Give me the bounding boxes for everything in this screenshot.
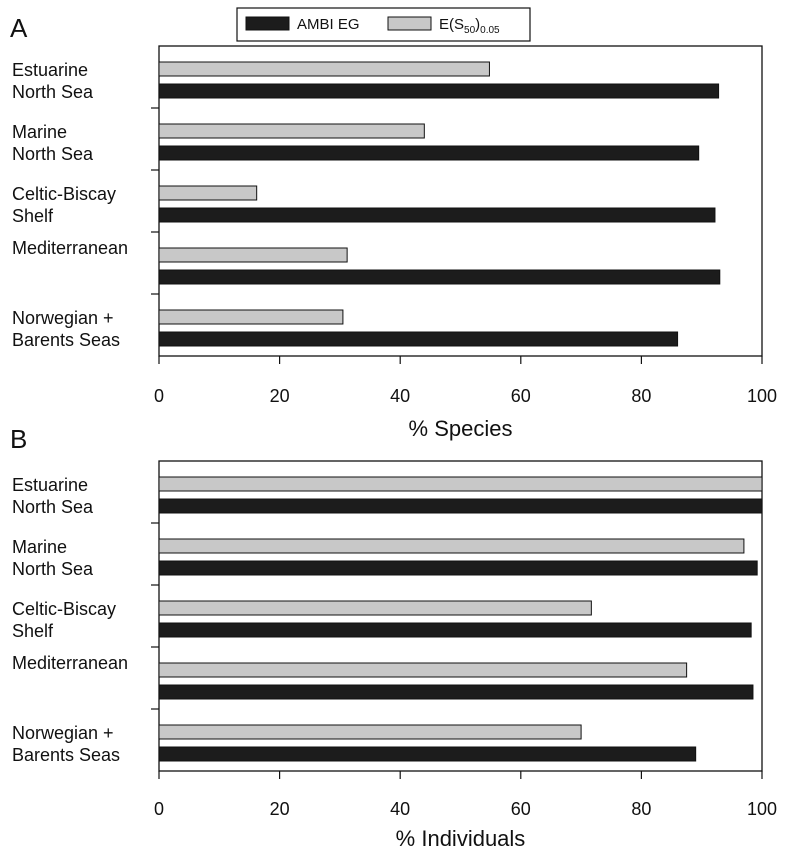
x-tick-label: 100	[747, 386, 777, 406]
category-label: Celtic-Biscay Shelf	[12, 184, 116, 226]
bar-ambi-eg	[158, 207, 716, 223]
x-tick-label: 60	[511, 386, 531, 406]
panel-b: B Estuarine North Sea Marine North Sea Celtic…	[10, 424, 777, 850]
x-tick-label: 40	[390, 386, 410, 406]
x-tick-label: 60	[511, 799, 531, 819]
bar-ambi-eg	[158, 145, 700, 161]
x-tick-label: 20	[270, 799, 290, 819]
bar-es50	[158, 600, 592, 616]
legend: AMBI EG E(S50)0.05	[236, 7, 531, 42]
bar-es50	[158, 538, 745, 554]
x-tick-label: 0	[154, 386, 164, 406]
bar-ambi-eg	[158, 498, 763, 514]
x-tick-label: 40	[390, 799, 410, 819]
bar-ambi-eg	[158, 83, 720, 99]
category-label: Estuarine North Sea	[12, 475, 94, 517]
bar-ambi-eg	[158, 269, 721, 285]
category-label: Estuarine North Sea	[12, 60, 94, 102]
bar-ambi-eg	[158, 622, 752, 638]
bar-es50	[158, 476, 763, 492]
chart-panels: A Estuarine North Sea Marine North Sea Celtic…	[10, 13, 777, 850]
bar-es50	[158, 662, 688, 678]
bar-ambi-eg	[158, 560, 758, 576]
category-label: Marine North Sea	[12, 122, 94, 164]
legend-swatch-es50	[387, 16, 432, 31]
bar-ambi-eg	[158, 331, 679, 347]
category-label: Celtic-Biscay Shelf	[12, 599, 116, 641]
plot-frame	[158, 460, 763, 772]
legend-label-es50: E(S50)0.05	[439, 16, 500, 36]
category-label: Marine North Sea	[12, 537, 94, 579]
bar-ambi-eg	[158, 684, 754, 700]
bar-es50	[158, 247, 348, 263]
bar-ambi-eg	[158, 746, 697, 762]
category-label: Mediterranean	[12, 238, 128, 258]
x-tick-label: 20	[270, 386, 290, 406]
category-label: Norwegian + Barents Seas	[12, 723, 120, 765]
legend-label-ambi-eg: AMBI EG	[297, 16, 360, 33]
category-label: Mediterranean	[12, 653, 128, 673]
x-axis-label: % Individuals	[396, 826, 526, 850]
bar-es50	[158, 61, 490, 77]
bar-es50	[158, 123, 425, 139]
x-tick-label: 100	[747, 799, 777, 819]
x-tick-label: 0	[154, 799, 164, 819]
legend-swatch-ambi-eg	[245, 16, 290, 31]
x-tick-label: 80	[631, 799, 651, 819]
bar-es50	[158, 185, 258, 201]
panel-a: A Estuarine North Sea Marine North Sea Celtic…	[10, 13, 777, 441]
x-axis-label: % Species	[409, 416, 513, 441]
plot-frame	[158, 45, 763, 357]
category-label: Norwegian + Barents Seas	[12, 308, 120, 350]
x-tick-label: 80	[631, 386, 651, 406]
panel-letter: B	[10, 424, 27, 454]
bar-es50	[158, 724, 582, 740]
panel-letter: A	[10, 13, 28, 43]
bar-es50	[158, 309, 344, 325]
